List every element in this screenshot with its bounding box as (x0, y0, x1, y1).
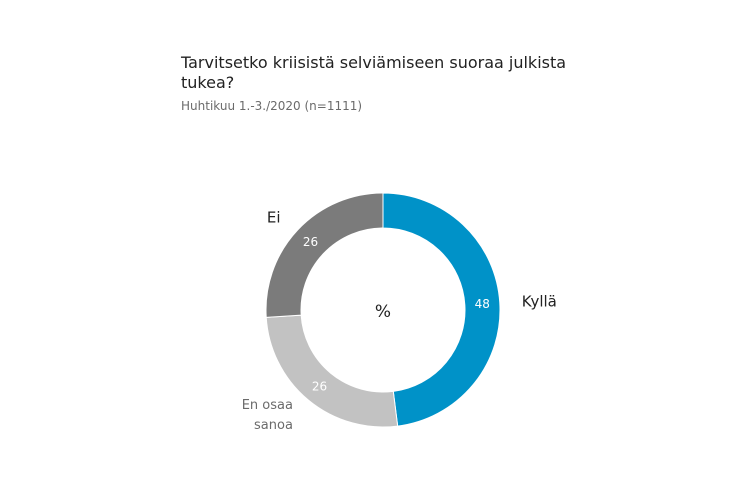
value-label-2: 26 (303, 235, 318, 249)
chart-subtitle: Huhtikuu 1.-3./2020 (n=1111) (181, 99, 363, 113)
category-label-1: En osaa sanoa (242, 398, 293, 433)
value-label-0: 48 (475, 297, 490, 311)
chart-title: Tarvitsetko kriisistä selviämiseen suora… (181, 53, 567, 92)
center-label: % (375, 302, 391, 322)
value-labels: 48 26 26 (303, 235, 490, 394)
category-label-2: Ei (267, 209, 281, 227)
slice-2 (265, 192, 384, 318)
donut-slices (265, 192, 501, 428)
slice-0 (382, 192, 501, 427)
category-label-0: Kyllä (522, 293, 557, 311)
category-labels: Kyllä En osaa sanoa Ei (242, 209, 557, 433)
value-label-1: 26 (312, 380, 327, 394)
